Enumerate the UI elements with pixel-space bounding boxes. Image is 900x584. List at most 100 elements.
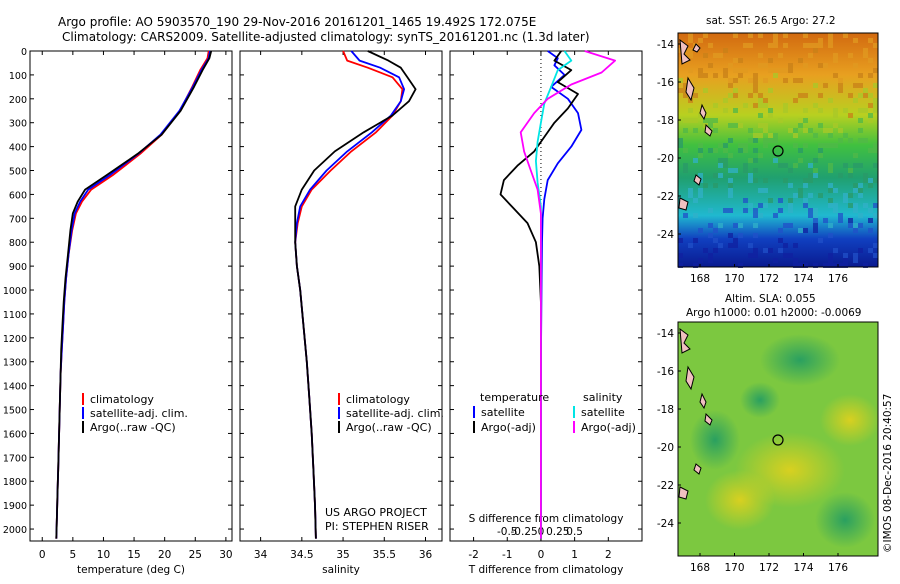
sst-pixel xyxy=(683,168,688,173)
sst-pixel xyxy=(848,168,853,173)
sst-pixel xyxy=(758,113,763,118)
sst-pixel xyxy=(858,248,863,253)
sst-pixel xyxy=(828,203,833,208)
sst-pixel xyxy=(758,203,763,208)
sst-pixel xyxy=(873,143,878,148)
sst-pixel xyxy=(838,138,843,143)
sst-pixel xyxy=(868,38,873,43)
sst-pixel xyxy=(778,68,783,73)
legend-label-s-argo: Argo(-adj) xyxy=(581,421,636,434)
sst-pixel xyxy=(773,73,778,78)
sst-pixel xyxy=(733,68,738,73)
sst-pixel xyxy=(813,218,818,223)
sst-pixel xyxy=(828,168,833,173)
sst-pixel xyxy=(698,38,703,43)
sst-pixel xyxy=(783,243,788,248)
series-line xyxy=(55,50,213,539)
sst-pixel xyxy=(753,73,758,78)
sst-pixel xyxy=(828,163,833,168)
y-tick-label: 400 xyxy=(9,143,27,154)
sst-pixel xyxy=(728,93,733,98)
sst-pixel xyxy=(768,113,773,118)
sst-pixel xyxy=(773,213,778,218)
sst-pixel xyxy=(683,118,688,123)
sst-pixel xyxy=(843,163,848,168)
sst-pixel xyxy=(808,193,813,198)
sst-pixel xyxy=(728,188,733,193)
sst-pixel xyxy=(768,58,773,63)
sst-pixel xyxy=(788,168,793,173)
island-shape xyxy=(679,327,691,354)
sst-pixel xyxy=(678,143,683,148)
map-x-tick-label: 174 xyxy=(793,273,813,285)
sst-pixel xyxy=(688,243,693,248)
sst-pixel xyxy=(733,223,738,228)
map-y-tick-label: -24 xyxy=(657,229,674,241)
sst-pixel xyxy=(853,163,858,168)
map-axes: 168 170 172 174 176 -14 -16 -18 -20 -22 -24 168 170 1… xyxy=(657,39,848,574)
map-y-tick-label: -14 xyxy=(657,39,674,51)
sst-pixel xyxy=(703,88,708,93)
sst-pixel xyxy=(728,193,733,198)
series-line xyxy=(294,50,406,539)
island-shape xyxy=(692,43,701,53)
sst-pixel xyxy=(793,133,798,138)
sst-pixel xyxy=(778,198,783,203)
sst-pixel xyxy=(838,218,843,223)
sst-pixel xyxy=(788,128,793,133)
sst-pixel xyxy=(838,128,843,133)
sst-pixel xyxy=(728,78,733,83)
sst-pixel xyxy=(843,193,848,198)
sst-pixel xyxy=(733,123,738,128)
sst-pixel xyxy=(838,263,843,268)
sst-pixel xyxy=(778,118,783,123)
sst-pixel xyxy=(848,93,853,98)
sst-pixel xyxy=(778,163,783,168)
legend-label-argo: Argo(..raw -QC) xyxy=(90,421,176,434)
sst-pixel xyxy=(703,53,708,58)
sst-pixel xyxy=(763,103,768,108)
sst-pixel xyxy=(768,43,773,48)
sst-pixel xyxy=(803,118,808,123)
sst-pixel xyxy=(723,98,728,103)
sst-pixel xyxy=(813,103,818,108)
sst-pixel xyxy=(858,83,863,88)
sst-pixel xyxy=(748,128,753,133)
sst-pixel xyxy=(808,178,813,183)
sst-pixel xyxy=(858,193,863,198)
sst-pixel xyxy=(688,48,693,53)
map-x-tick-label: 168 xyxy=(690,562,710,574)
legend-label-t-satellite: satellite xyxy=(481,406,525,419)
sst-pixel xyxy=(848,173,853,178)
sst-pixel xyxy=(698,143,703,148)
sst-pixel xyxy=(783,178,788,183)
project-annotation: US ARGO PROJECT xyxy=(325,506,427,519)
sst-pixel xyxy=(813,263,818,268)
sst-pixel xyxy=(698,73,703,78)
y-tick-label: 900 xyxy=(9,262,27,273)
sst-pixel xyxy=(688,193,693,198)
sst-pixel xyxy=(793,163,798,168)
sst-pixel xyxy=(688,118,693,123)
map-y-tick-label: -24 xyxy=(657,518,674,530)
sst-pixel xyxy=(818,43,823,48)
sst-pixel xyxy=(723,143,728,148)
sst-pixel xyxy=(773,158,778,163)
s-tick-label: -0.5 xyxy=(497,526,518,538)
sst-pixel xyxy=(813,83,818,88)
sst-pixel xyxy=(723,208,728,213)
sst-pixel xyxy=(798,228,803,233)
sst-pixel xyxy=(683,148,688,153)
sst-pixel xyxy=(758,153,763,158)
sst-pixel xyxy=(693,213,698,218)
sst-pixel xyxy=(768,198,773,203)
map-y-tick-label: -22 xyxy=(657,480,674,492)
legend-label-t-argo: Argo(-adj) xyxy=(481,421,536,434)
sst-pixel xyxy=(758,133,763,138)
sst-pixel xyxy=(738,73,743,78)
map-y-tick-label: -18 xyxy=(657,115,674,127)
sst-pixel xyxy=(873,43,878,48)
sst-pixel xyxy=(803,228,808,233)
sst-pixel xyxy=(783,253,788,258)
sst-pixel xyxy=(688,188,693,193)
